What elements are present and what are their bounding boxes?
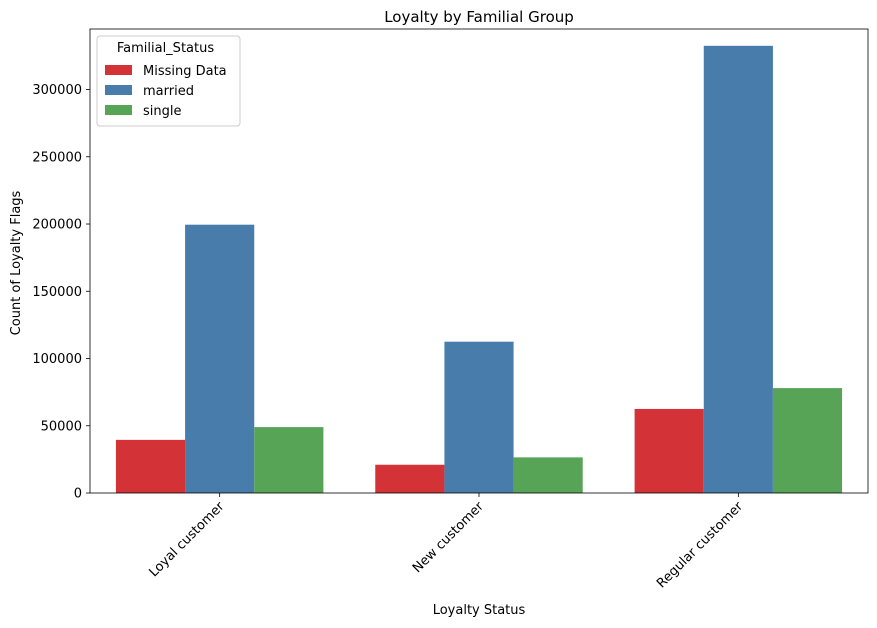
x-tick-label: Regular customer [654, 499, 747, 592]
legend: Familial_Status Missing Data married single [96, 35, 241, 127]
plot-area [89, 28, 869, 494]
y-tick-label: 300000 [32, 83, 82, 98]
legend-swatch [105, 85, 132, 95]
bar-single-2 [772, 388, 843, 493]
legend-box [96, 35, 241, 127]
y-tick-label: 200000 [32, 218, 82, 233]
y-axis: 0 50000 100000 150000 200000 250000 300000 [32, 83, 90, 502]
x-axis-label: Loyalty Status [433, 603, 526, 618]
bar-missing-data-0 [115, 439, 186, 493]
y-tick-label: 50000 [41, 419, 82, 434]
x-tick-label: Loyal customer [146, 499, 227, 580]
x-tick-label: New customer [410, 499, 487, 576]
legend-swatch [105, 105, 132, 115]
bar-single-0 [254, 427, 324, 493]
legend-entry: Missing Data [143, 64, 227, 79]
y-axis-label: Count of Loyalty Flags [9, 190, 24, 335]
legend-swatch [105, 65, 132, 75]
y-tick-label: 250000 [32, 150, 82, 165]
bar-married-2 [703, 45, 773, 494]
legend-entry: married [143, 84, 194, 99]
legend-title: Familial_Status [117, 41, 214, 56]
bar-missing-data-1 [375, 464, 445, 493]
y-tick-label: 0 [74, 487, 82, 502]
y-tick-label: 150000 [32, 285, 82, 300]
bar-single-1 [513, 457, 583, 493]
y-tick-label: 100000 [32, 352, 82, 367]
legend-entry: single [143, 104, 182, 119]
x-axis: Loyal customer New customer Regular custom… [146, 493, 747, 592]
bar-missing-data-2 [634, 408, 704, 493]
chart-title: Loyalty by Familial Group [384, 8, 574, 26]
bar-married-0 [185, 224, 255, 493]
bar-married-1 [444, 341, 514, 493]
